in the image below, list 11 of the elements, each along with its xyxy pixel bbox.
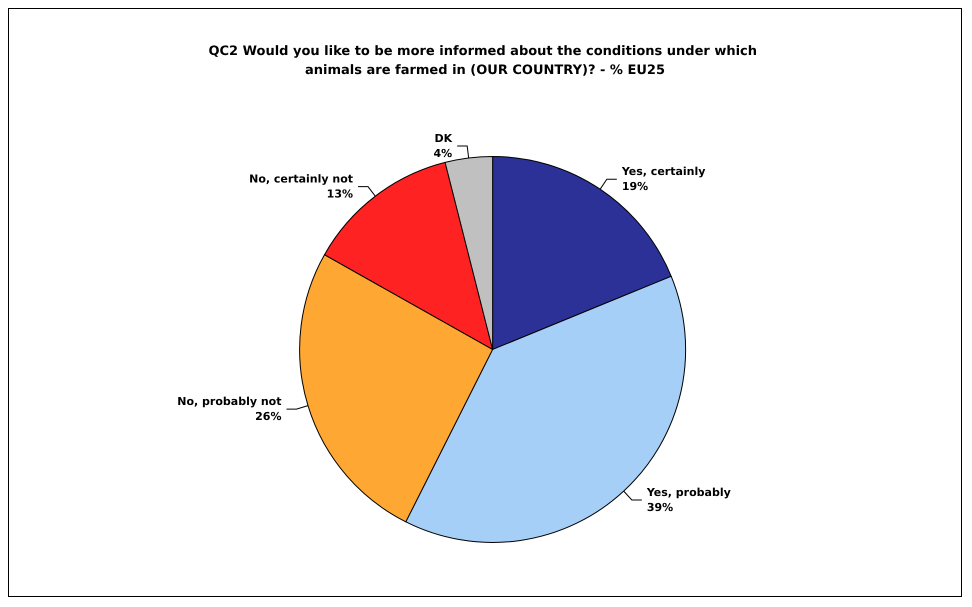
- slice-label: Yes, probably: [646, 486, 731, 499]
- slice-label: No, probably not: [177, 395, 282, 408]
- data-label: 26%: [255, 410, 282, 424]
- slice-label: No, certainly not: [249, 172, 354, 186]
- data-label: 13%: [326, 188, 354, 201]
- slice-label: Yes, certainly: [620, 165, 706, 178]
- data-label: 39%: [646, 500, 674, 514]
- chart-title: QC2 Would you like to be more informed about the conditions under which animals are farmed in (OUR COUNTRY)? - % EU25: [208, 44, 762, 78]
- slice-label: DK: [434, 132, 453, 146]
- data-label: 19%: [622, 180, 648, 194]
- data-label: 4%: [433, 147, 452, 160]
